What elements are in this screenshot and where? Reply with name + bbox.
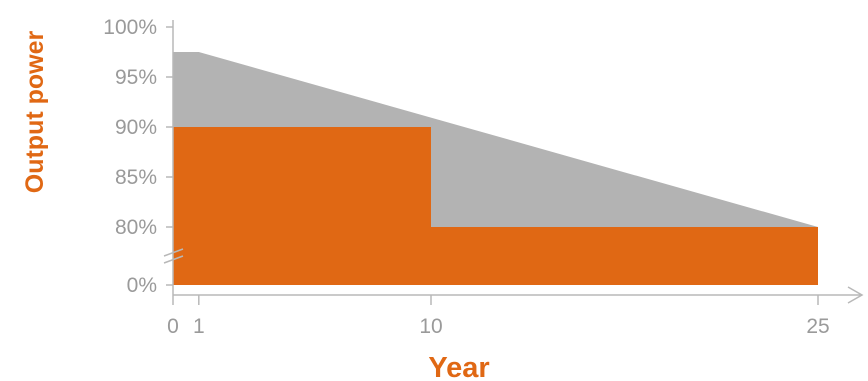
x-tick-label: 10 bbox=[419, 315, 442, 338]
x-axis-label: Year bbox=[428, 352, 489, 381]
x-tick-label: 0 bbox=[167, 315, 179, 338]
y-tick-label: 0% bbox=[127, 274, 157, 297]
y-axis-label: Output power bbox=[21, 30, 49, 193]
y-tick-label: 90% bbox=[115, 116, 157, 139]
y-tick-label: 95% bbox=[115, 66, 157, 89]
x-tick-label: 1 bbox=[193, 315, 205, 338]
area-series-2 bbox=[173, 127, 818, 285]
y-tick-label: 85% bbox=[115, 166, 157, 189]
y-axis-break bbox=[163, 248, 184, 264]
chart-ticks: 100% 95% 90% 85% 80% 0% 0 1 10 25 bbox=[103, 16, 829, 338]
x-tick-label: 25 bbox=[806, 315, 829, 338]
y-tick-label: 100% bbox=[103, 16, 157, 39]
y-tick-label: 80% bbox=[115, 216, 157, 239]
chart-axes bbox=[163, 20, 864, 304]
chart-areas bbox=[173, 52, 818, 285]
x-axis-arrow bbox=[847, 286, 864, 304]
